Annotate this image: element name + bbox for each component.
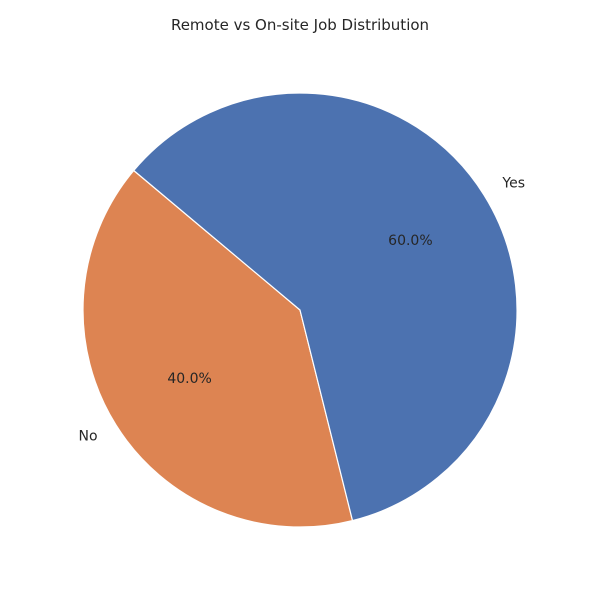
pie-slices <box>82 92 518 528</box>
pie-labels: No 40.0% Yes 60.0% <box>79 176 526 445</box>
pie-slice-no <box>82 169 354 528</box>
chart-title: Remote vs On-site Job Distribution <box>171 16 429 34</box>
percent-label-yes: 60.0% <box>388 233 432 249</box>
pie-slice-yes <box>132 92 518 522</box>
percent-label-no: 40.0% <box>167 371 211 387</box>
slice-label-yes: Yes <box>501 176 525 192</box>
slice-label-no: No <box>79 428 98 444</box>
